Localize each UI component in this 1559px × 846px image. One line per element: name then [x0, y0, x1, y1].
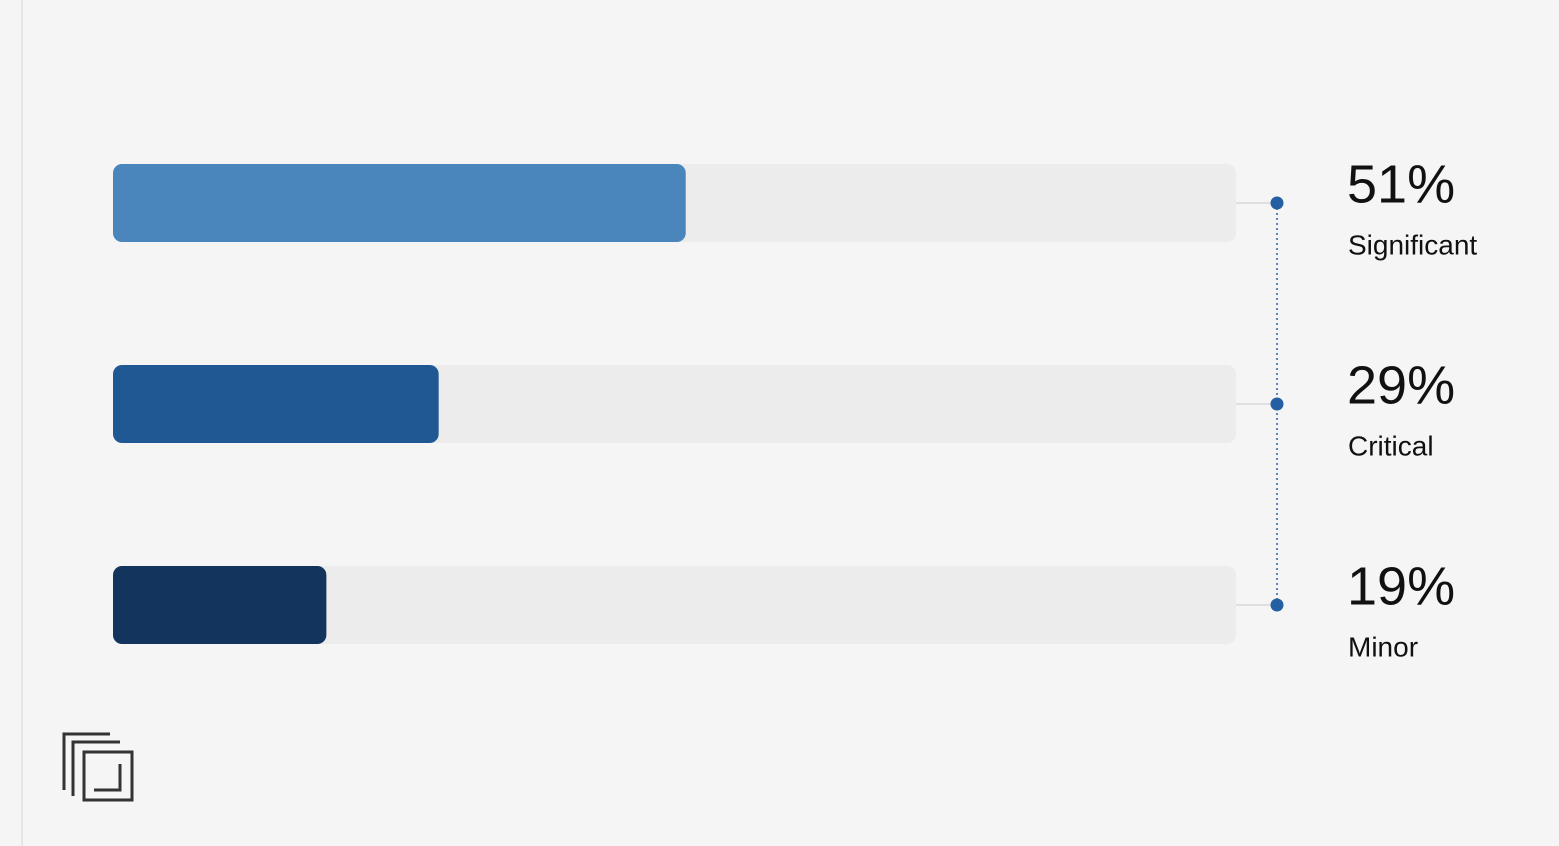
value-label: 51%: [1347, 154, 1455, 214]
category-label: Significant: [1348, 229, 1477, 260]
logo-icon: [62, 732, 134, 802]
bar: [113, 566, 327, 644]
category-label: Minor: [1348, 631, 1418, 662]
value-label: 29%: [1347, 355, 1455, 415]
connector-dot: [1270, 196, 1284, 210]
connector-dot: [1270, 598, 1284, 612]
bar-track: [113, 566, 1236, 644]
bar: [113, 164, 686, 242]
bar: [113, 365, 439, 443]
connector-dot: [1270, 397, 1284, 411]
value-label: 19%: [1347, 556, 1455, 616]
category-label: Critical: [1348, 430, 1434, 461]
